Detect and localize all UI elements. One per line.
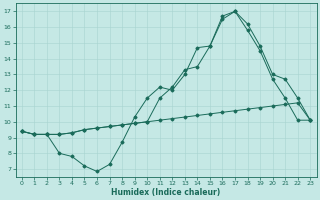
X-axis label: Humidex (Indice chaleur): Humidex (Indice chaleur) <box>111 188 221 197</box>
